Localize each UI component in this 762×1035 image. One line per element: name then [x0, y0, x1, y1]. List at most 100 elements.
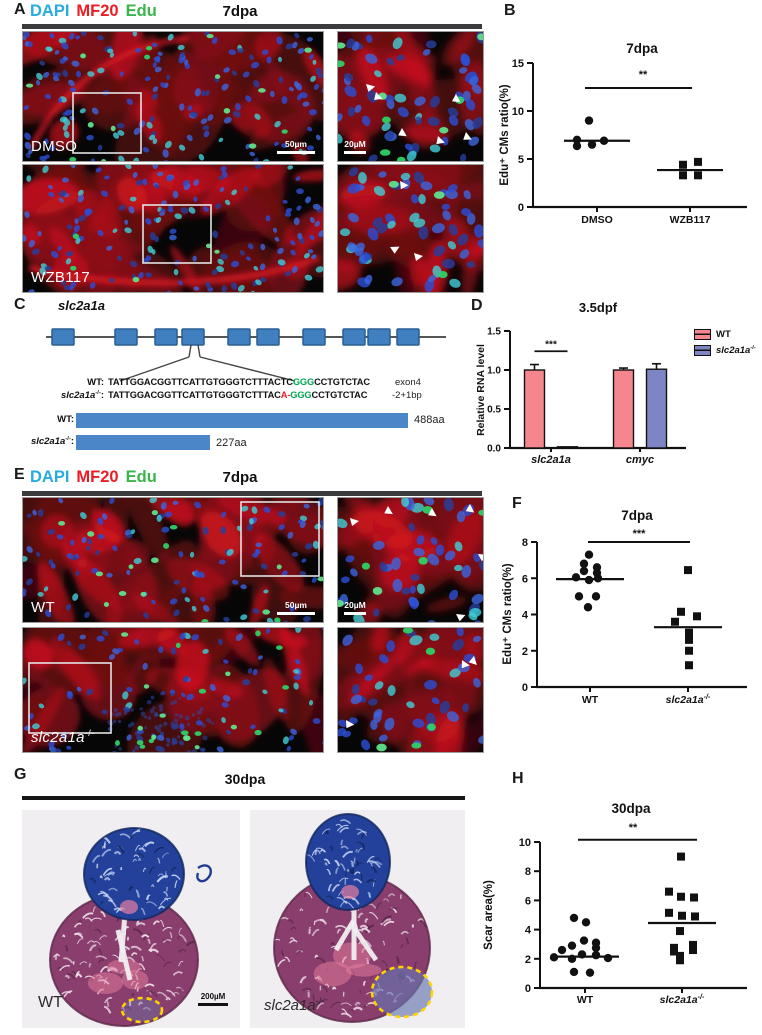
svg-text:**: **: [629, 822, 638, 834]
mutant-sequence: TATTGGACGGTTCATTGTGGGTCTTTACA-GGGCCTGTCT…: [108, 390, 368, 400]
exon-note-line2: -2+1bp: [392, 390, 422, 401]
svg-text:cmyc: cmyc: [626, 454, 654, 466]
wt-protein-label: WT:: [57, 414, 74, 425]
mutant-protein-length: 227aa: [216, 437, 247, 449]
svg-text:0.5: 0.5: [487, 405, 501, 416]
svg-text:6: 6: [522, 573, 528, 585]
channel-mf20-label: MF20: [76, 2, 119, 20]
svg-text:WT: WT: [582, 694, 599, 706]
svg-text:Edu⁺ CMs ratio(%): Edu⁺ CMs ratio(%): [502, 563, 514, 664]
scalebar-200um: 200µM: [198, 992, 228, 1006]
channel-edu-label: Edu: [125, 2, 157, 20]
svg-text:**: **: [639, 69, 648, 81]
svg-text:4: 4: [522, 610, 529, 622]
svg-text:7dpa: 7dpa: [621, 508, 653, 523]
svg-text:0: 0: [518, 202, 524, 214]
panel-g-label: G: [14, 766, 27, 783]
svg-text:Scar area(%): Scar area(%): [483, 880, 495, 950]
channel-dapi-label: DAPI: [30, 2, 70, 20]
micrograph-dmso-label: DMSO: [31, 138, 78, 155]
panel-d-label: D: [471, 297, 483, 314]
histology-wt-label: WT: [38, 994, 63, 1011]
panel-h-scatter-chart: 0 2 4 6 8 10 WT slc2a1a-/- 30dpa ** Scar area(%): [475, 765, 762, 1020]
svg-text:30dpa: 30dpa: [611, 801, 651, 816]
panel-a-label: A: [14, 1, 26, 18]
scalebar-50um: 50µm: [277, 600, 315, 615]
panel-c-label: C: [14, 296, 26, 313]
svg-text:slc2a1a-/-: slc2a1a-/-: [660, 993, 705, 1006]
micrograph-wt-main: WT 50µm: [22, 497, 324, 623]
legend-entry: WT: [694, 329, 756, 340]
svg-text:slc2a1a-/-: slc2a1a-/-: [666, 693, 711, 706]
panel-f-label: F: [512, 495, 522, 512]
panel-e-channel-header: DAPI MF20 Edu: [30, 468, 157, 487]
panel-e-timepoint: 7dpa: [222, 469, 258, 486]
panel-d-bar-chart: 0.0 0.5 1.0 1.5 slc2a1a cmyc *** 3.5dpf Relative…: [470, 295, 762, 477]
panel-g-timepoint: 30dpa: [224, 771, 266, 787]
histology-wt: WT 200µM: [22, 810, 240, 1028]
scalebar-20um: 20µM: [344, 600, 366, 615]
svg-text:WT: WT: [577, 994, 594, 1006]
svg-text:***: ***: [545, 339, 557, 350]
panel-b-label: B: [504, 2, 516, 19]
micrograph-dmso-main: DMSO 50µm: [22, 31, 324, 162]
svg-text:0.0: 0.0: [487, 444, 501, 455]
wt-sequence: TATTGGACGGTTCATTGTGGGTCTTTACTCGGGCCTGTCT…: [108, 377, 370, 387]
svg-text:4: 4: [525, 925, 532, 937]
histology-mutant: slc2a1a-/-: [250, 810, 465, 1028]
micrograph-wzb117-label: WZB117: [31, 269, 91, 286]
micrograph-wt-inset: 20µM: [337, 497, 484, 623]
svg-text:Edu⁺ CMs ratio(%): Edu⁺ CMs ratio(%): [499, 84, 511, 185]
svg-text:***: ***: [633, 528, 647, 540]
panel-f-scatter-chart: 0 2 4 6 8 WT slc2a1a-/- 7dpa *** Edu⁺ CMs ratio(%…: [475, 490, 762, 728]
wt-seq-label: WT:: [87, 377, 104, 388]
channel-mf20-label: MF20: [76, 468, 119, 486]
histology-mutant-label: slc2a1a-/-: [264, 996, 325, 1014]
legend-swatch: [694, 345, 711, 356]
micrograph-mutant-main: slc2a1a-/-: [22, 627, 324, 753]
scalebar-20um: 20µM: [344, 139, 366, 154]
exon-note-line1: exon4: [395, 377, 421, 388]
legend-label: slc2a1a-/-: [716, 344, 756, 356]
micrograph-dmso-inset: 20µM: [337, 31, 484, 162]
svg-text:1.0: 1.0: [487, 366, 501, 377]
panel-h-label: H: [512, 770, 524, 787]
svg-text:WZB117: WZB117: [670, 214, 711, 226]
svg-text:slc2a1a: slc2a1a: [531, 454, 571, 466]
svg-text:6: 6: [525, 895, 531, 907]
mutant-seq-label: slc2a1a-/-:: [60, 389, 104, 401]
legend-entry: slc2a1a-/-: [694, 345, 756, 356]
gene-exon-diagram: [22, 324, 462, 386]
svg-text:0: 0: [525, 983, 531, 995]
micrograph-wzb117-inset: [337, 164, 484, 293]
svg-text:8: 8: [522, 537, 528, 549]
micrograph-wt-label: WT: [31, 599, 55, 616]
micrograph-mutant-label: slc2a1a-/-: [31, 728, 95, 746]
panel-a-header-rule: [22, 24, 482, 29]
panel-e-header-rule: [22, 491, 482, 496]
panel-a-timepoint: 7dpa: [222, 3, 258, 20]
micrograph-mutant-inset: [337, 627, 484, 753]
svg-text:5: 5: [518, 154, 524, 166]
svg-text:2: 2: [525, 954, 531, 966]
wt-protein-bar: [76, 413, 408, 428]
channel-edu-label: Edu: [125, 468, 157, 486]
micrograph-wzb117-main: WZB117: [22, 164, 324, 293]
panel-c-gene-title: slc2a1a: [58, 298, 105, 313]
svg-text:1.5: 1.5: [487, 327, 501, 338]
svg-text:3.5dpf: 3.5dpf: [579, 300, 618, 315]
channel-dapi-label: DAPI: [30, 468, 70, 486]
scalebar-50um: 50µm: [277, 139, 315, 154]
legend-swatch: [694, 329, 711, 340]
svg-text:0: 0: [522, 682, 528, 694]
svg-text:Relative RNA level: Relative RNA level: [475, 344, 487, 436]
svg-text:8: 8: [525, 866, 531, 878]
wt-protein-length: 488aa: [414, 414, 445, 426]
svg-text:7dpa: 7dpa: [626, 41, 658, 56]
svg-text:DMSO: DMSO: [581, 214, 613, 226]
panel-d-legend: WT slc2a1a-/-: [694, 329, 756, 356]
svg-text:10: 10: [512, 106, 524, 118]
svg-text:15: 15: [512, 58, 524, 70]
legend-label: WT: [716, 329, 731, 340]
